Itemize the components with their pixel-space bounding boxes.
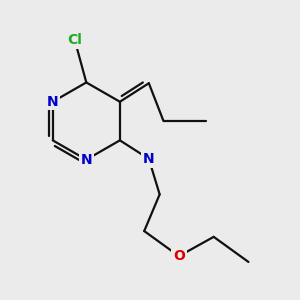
Text: O: O xyxy=(173,249,185,263)
Text: N: N xyxy=(143,152,155,166)
Text: N: N xyxy=(80,153,92,167)
Text: Cl: Cl xyxy=(67,33,82,47)
Text: N: N xyxy=(47,95,58,109)
